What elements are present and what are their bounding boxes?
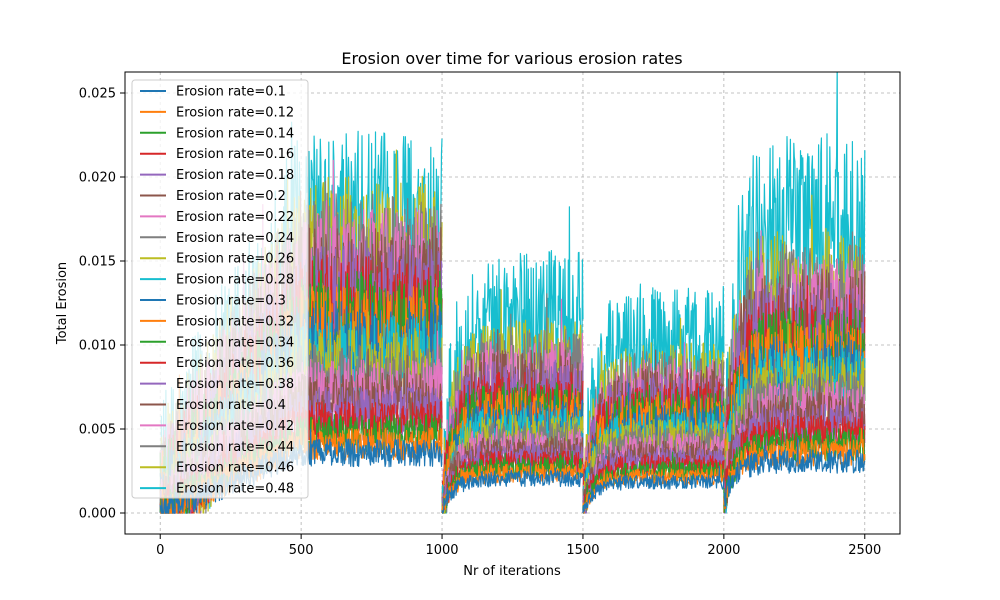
x-tick-label: 1000 [425, 543, 458, 558]
x-tick-label: 0 [156, 543, 164, 558]
legend: Erosion rate=0.1 Erosion rate=0.12 Erosion… [131, 79, 309, 499]
legend-entry: Erosion rate=0.12 [176, 105, 294, 120]
legend-entry: Erosion rate=0.18 [176, 168, 294, 183]
legend-entry: Erosion rate=0.26 [176, 252, 294, 267]
legend-entry: Erosion rate=0.28 [176, 273, 294, 288]
legend-entry: Erosion rate=0.48 [176, 482, 294, 497]
legend-box [131, 79, 309, 499]
legend-entry: Erosion rate=0.44 [176, 440, 294, 455]
legend-entry: Erosion rate=0.24 [176, 231, 294, 246]
x-tick-label: 1500 [566, 543, 599, 558]
x-tick-label: 500 [289, 543, 314, 558]
legend-entry: Erosion rate=0.36 [176, 356, 294, 371]
y-tick-label: 0.020 [79, 171, 116, 186]
x-tick-label: 2500 [848, 543, 881, 558]
y-tick-label: 0.015 [79, 255, 116, 270]
x-axis-label: Nr of iterations [463, 564, 561, 579]
y-axis: 0.000 0.005 0.010 0.015 0.020 0.025 [79, 87, 125, 522]
legend-entry: Erosion rate=0.14 [176, 126, 294, 141]
chart-title: Erosion over time for various erosion ra… [341, 49, 682, 68]
legend-entry: Erosion rate=0.34 [176, 335, 294, 350]
y-tick-label: 0.000 [79, 507, 116, 522]
x-tick-label: 2000 [707, 543, 740, 558]
y-tick-label: 0.010 [79, 339, 116, 354]
legend-entry: Erosion rate=0.4 [176, 398, 286, 413]
legend-entry: Erosion rate=0.22 [176, 210, 294, 225]
y-tick-label: 0.005 [79, 423, 116, 438]
legend-entry: Erosion rate=0.32 [176, 314, 294, 329]
legend-entry: Erosion rate=0.42 [176, 419, 294, 434]
legend-entry: Erosion rate=0.2 [176, 189, 286, 204]
legend-entry: Erosion rate=0.3 [176, 294, 286, 309]
x-axis: 0 500 1000 1500 2000 2500 [156, 534, 881, 558]
y-axis-label: Total Erosion [55, 262, 70, 345]
legend-entry: Erosion rate=0.46 [176, 461, 294, 476]
legend-entry: Erosion rate=0.16 [176, 147, 294, 162]
legend-entry: Erosion rate=0.38 [176, 377, 294, 392]
y-tick-label: 0.025 [79, 87, 116, 102]
plot-frame [124, 71, 901, 535]
legend-entry: Erosion rate=0.1 [176, 85, 286, 100]
